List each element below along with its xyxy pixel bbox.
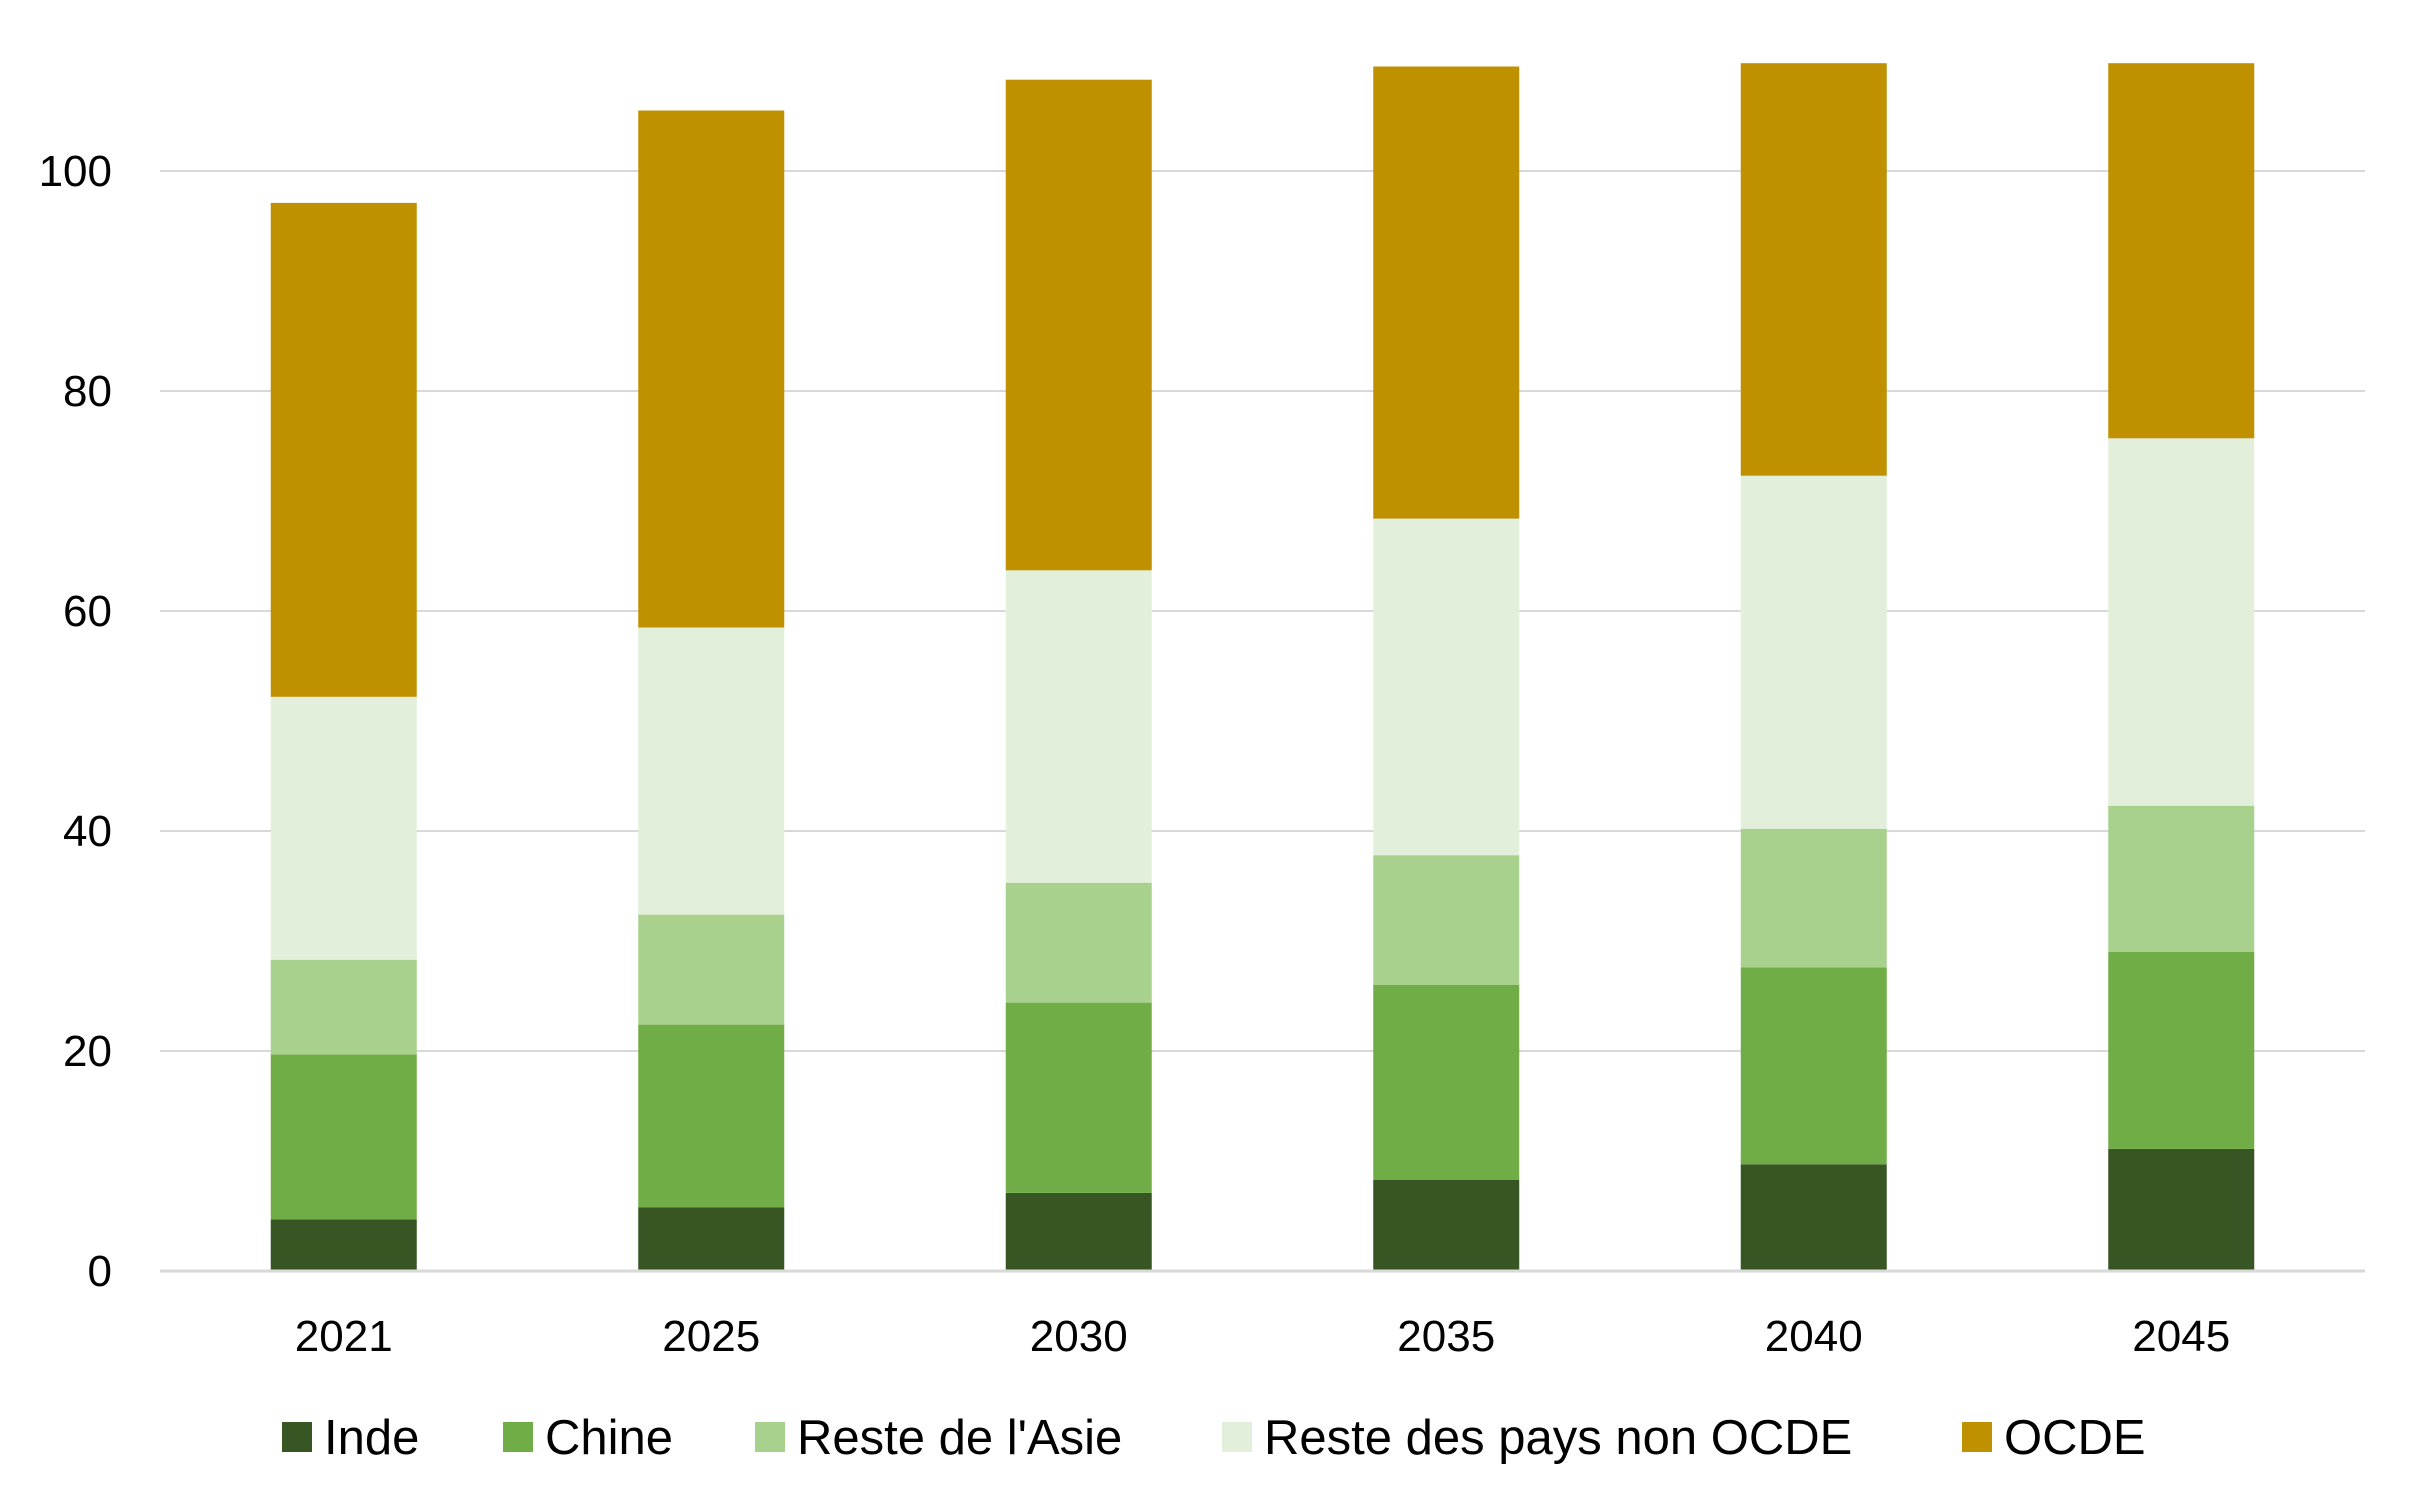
x-tick-label: 2040 (1765, 1312, 1863, 1361)
bar-segment (1005, 1192, 1152, 1271)
bar-segment (2108, 952, 2255, 1149)
y-tick-label: 40 (63, 807, 112, 856)
y-tick-label: 100 (39, 147, 112, 196)
legend-label: Reste de l'Asie (797, 1411, 1122, 1465)
bar-segment (638, 914, 785, 1025)
legend-label: Inde (324, 1411, 419, 1465)
legend-label: OCDE (2004, 1411, 2146, 1465)
bar-segment (1373, 985, 1520, 1180)
bar-segment (270, 1054, 417, 1220)
bar-segment (2108, 63, 2255, 439)
bar-segment (270, 202, 417, 697)
bar-segment (1373, 855, 1520, 985)
bars (270, 63, 2255, 1271)
y-tick-label: 60 (63, 587, 112, 636)
x-tick-label: 2045 (2132, 1312, 2230, 1361)
bar-segment (638, 1024, 785, 1208)
x-axis: 2021 2025 2030 2035 2040 2045 (160, 1269, 2365, 1361)
bar-segment (1005, 570, 1152, 883)
x-tick-label: 2035 (1397, 1312, 1495, 1361)
legend-swatch (282, 1422, 312, 1452)
legend-swatch (1222, 1422, 1252, 1452)
x-tick-label: 2030 (1030, 1312, 1128, 1361)
y-tick-label: 80 (63, 367, 112, 416)
bar-segment (2108, 805, 2255, 952)
bar-segment (1740, 967, 1887, 1165)
gridlines (160, 170, 2365, 1052)
legend-label: Chine (545, 1411, 673, 1465)
bar-segment (1740, 828, 1887, 968)
bar-segment (638, 1207, 785, 1271)
y-tick-label: 0 (88, 1247, 112, 1296)
bar-segment (638, 627, 785, 915)
legend-swatch (755, 1422, 785, 1452)
x-tick-label: 2025 (662, 1312, 760, 1361)
bar-segment (1373, 518, 1520, 856)
legend-swatch (503, 1422, 533, 1452)
y-tick-label: 20 (63, 1027, 112, 1076)
y-axis: 0 20 40 60 80 100 (39, 147, 112, 1296)
bar-segment (1740, 475, 1887, 829)
bar-segment (2108, 438, 2255, 806)
bar-segment (1005, 882, 1152, 1003)
bar-segment (270, 696, 417, 960)
bar-segment (270, 1219, 417, 1271)
bar-segment (1005, 79, 1152, 571)
legend-label: Reste des pays non OCDE (1264, 1411, 1852, 1465)
bar-segment (1740, 63, 1887, 476)
bar-segment (638, 110, 785, 628)
bar-segment (2108, 1148, 2255, 1271)
bar-segment (1373, 66, 1520, 519)
bar-segment (1740, 1164, 1887, 1271)
bar-segment (270, 959, 417, 1055)
bar-segment (1005, 1002, 1152, 1193)
legend: Inde Chine Reste de l'Asie Reste des pays n… (282, 1411, 2146, 1465)
legend-swatch (1962, 1422, 1992, 1452)
x-tick-label: 2021 (295, 1312, 393, 1361)
bar-segment (1373, 1179, 1520, 1271)
